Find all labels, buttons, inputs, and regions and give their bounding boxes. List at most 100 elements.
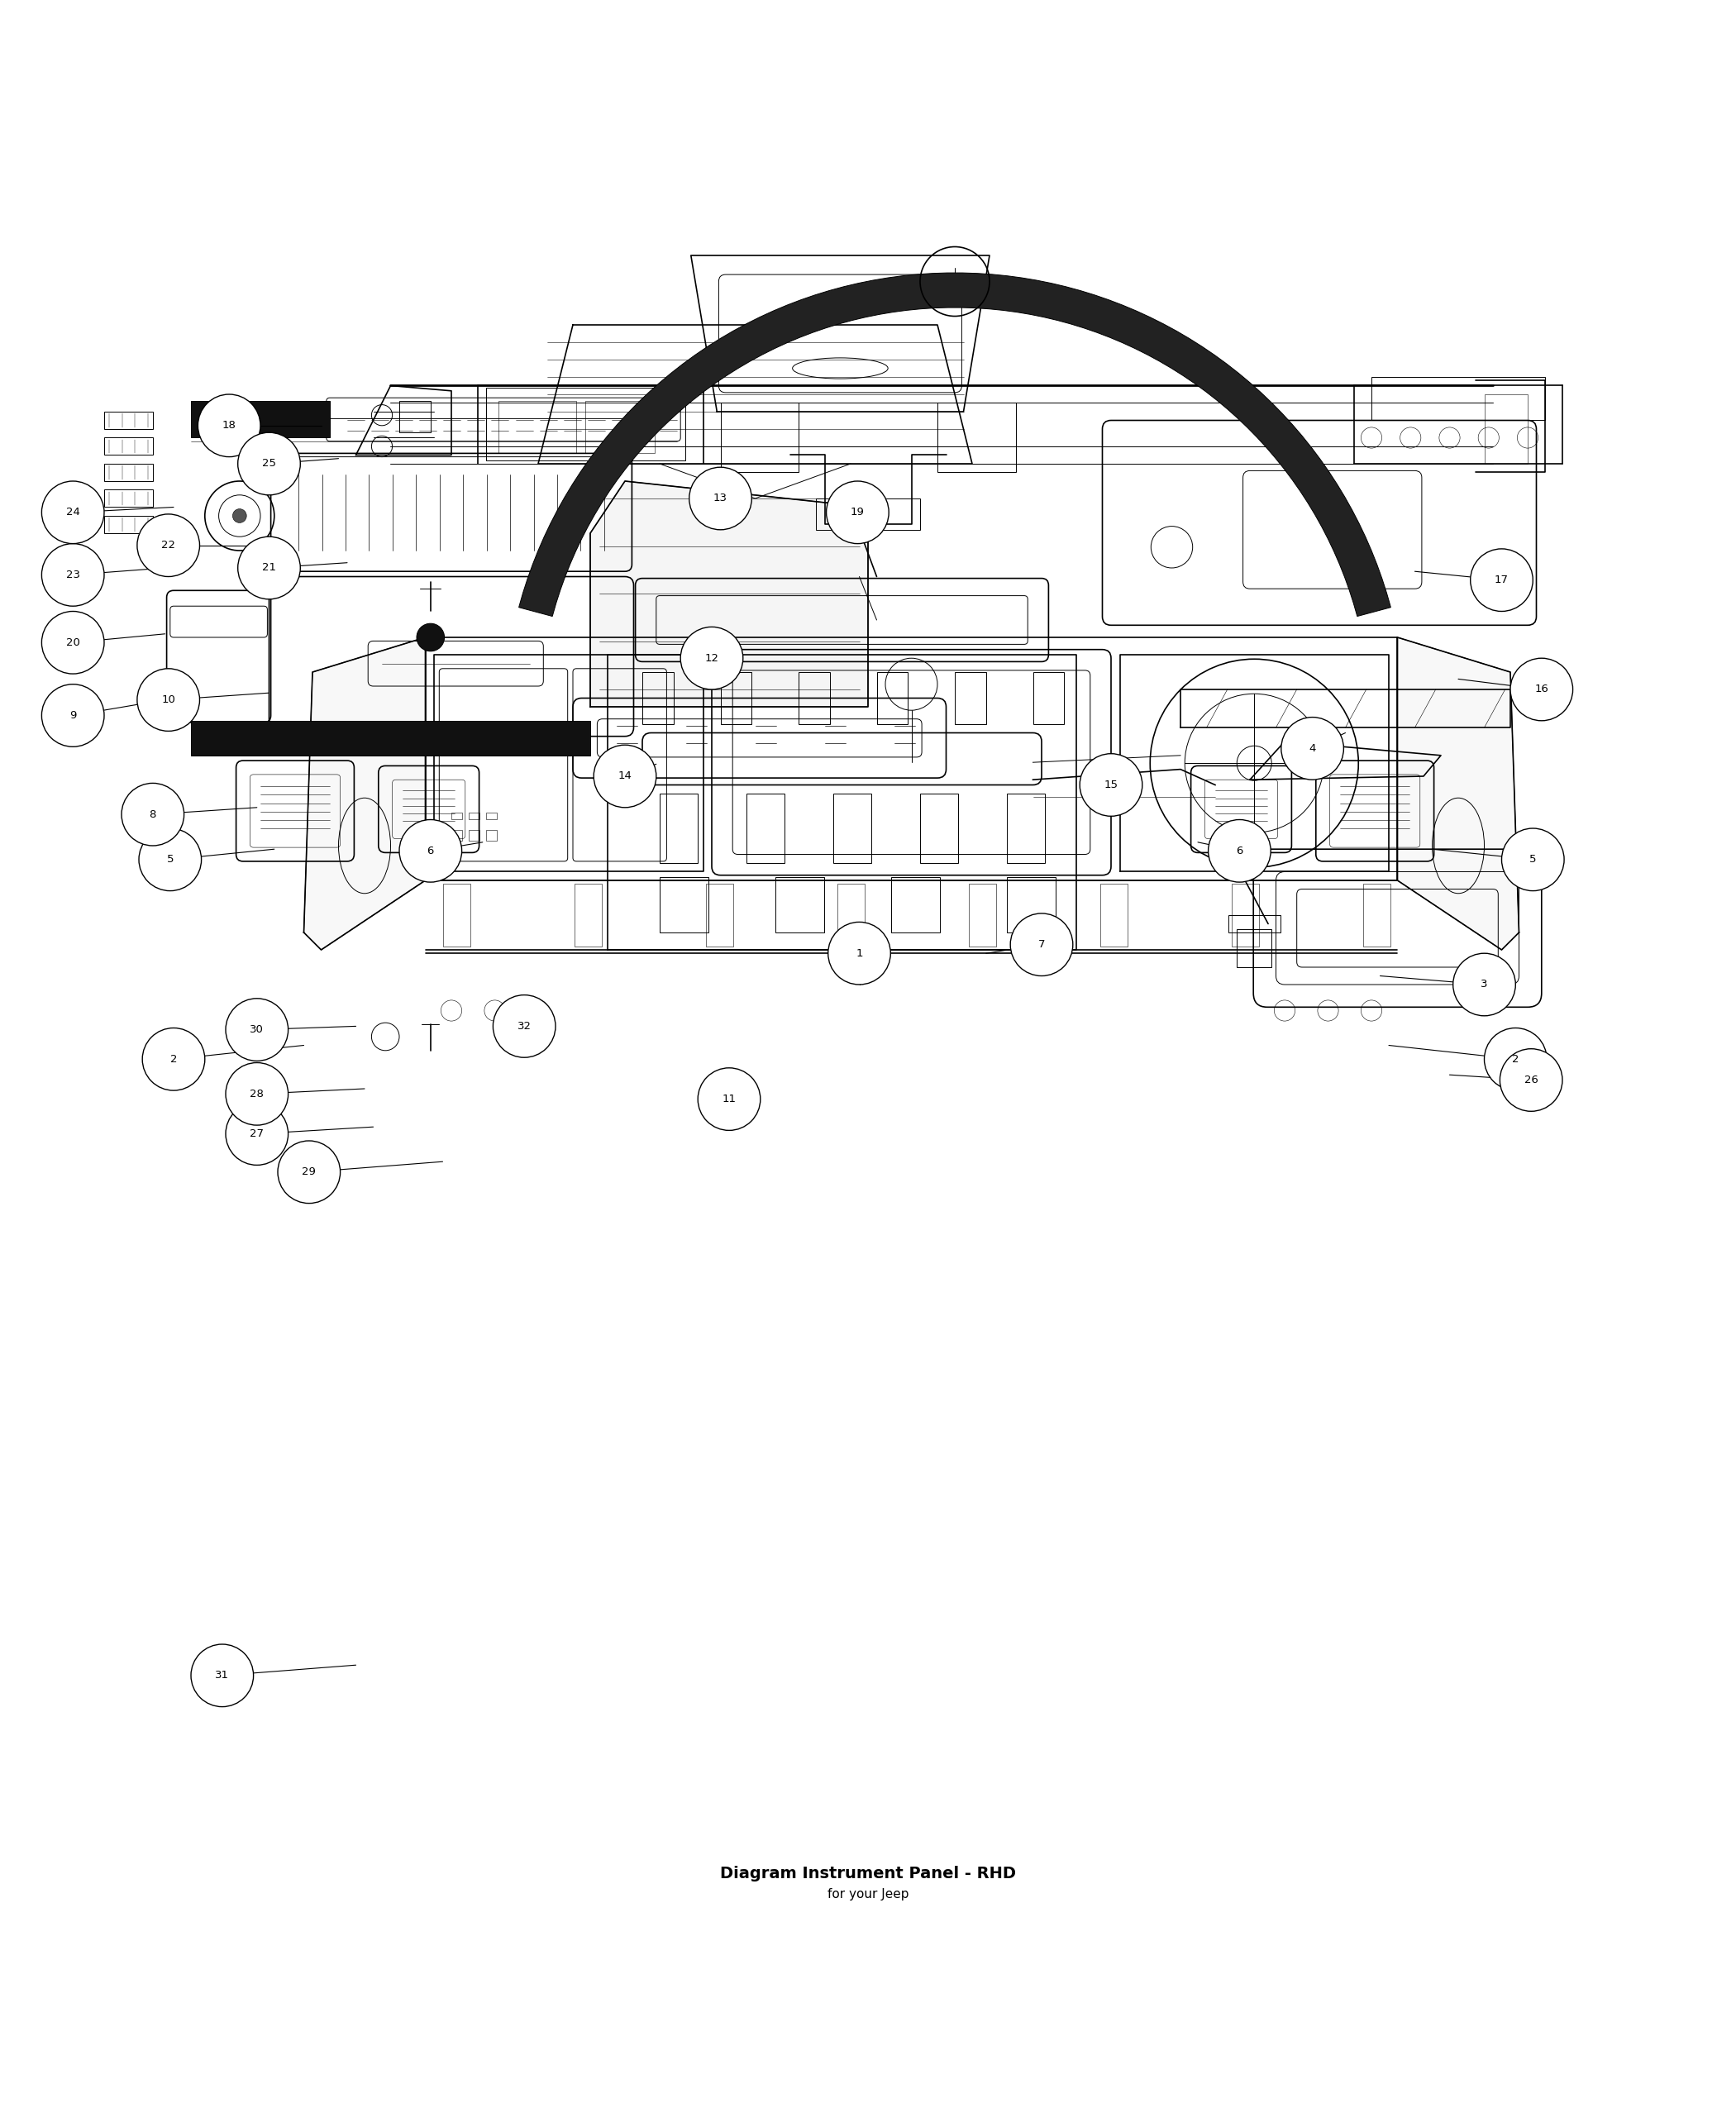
Text: for your Jeep: for your Jeep	[828, 1889, 908, 1901]
Bar	[469, 814, 479, 820]
Text: 29: 29	[302, 1166, 316, 1178]
Circle shape	[42, 544, 104, 607]
Text: 20: 20	[66, 637, 80, 647]
Circle shape	[1080, 755, 1142, 816]
Bar	[660, 793, 698, 862]
Bar	[585, 401, 654, 453]
Circle shape	[826, 481, 889, 544]
Text: 27: 27	[250, 1128, 264, 1138]
Text: 11: 11	[722, 1094, 736, 1105]
Polygon shape	[1397, 637, 1519, 951]
Text: 15: 15	[1104, 780, 1118, 790]
Circle shape	[1502, 828, 1564, 892]
Polygon shape	[590, 481, 868, 706]
Text: 2: 2	[1512, 1054, 1519, 1065]
Bar	[104, 438, 153, 455]
Bar	[486, 831, 496, 841]
Circle shape	[1470, 548, 1533, 611]
Text: 2: 2	[170, 1054, 177, 1065]
Bar	[1007, 793, 1045, 862]
Bar	[833, 793, 871, 862]
Text: 3: 3	[1481, 980, 1488, 991]
Bar	[1363, 883, 1391, 946]
Bar	[776, 877, 825, 932]
Text: 9: 9	[69, 710, 76, 721]
Bar	[937, 403, 1016, 472]
Bar	[104, 411, 153, 430]
Circle shape	[142, 1029, 205, 1090]
Text: 7: 7	[1038, 940, 1045, 951]
Circle shape	[278, 1140, 340, 1204]
Bar	[720, 403, 799, 472]
Bar	[1236, 930, 1271, 968]
Text: 21: 21	[262, 563, 276, 573]
Circle shape	[1208, 820, 1271, 881]
Circle shape	[1510, 658, 1573, 721]
Text: 12: 12	[705, 653, 719, 664]
Bar	[469, 831, 479, 841]
Circle shape	[122, 784, 184, 845]
Polygon shape	[191, 721, 590, 755]
Circle shape	[399, 820, 462, 881]
Bar	[104, 516, 153, 533]
Text: 5: 5	[167, 854, 174, 864]
Text: 18: 18	[222, 419, 236, 430]
Circle shape	[137, 668, 200, 731]
Bar	[877, 672, 908, 725]
Bar	[720, 672, 752, 725]
Text: 28: 28	[250, 1088, 264, 1098]
Text: 32: 32	[517, 1020, 531, 1031]
Polygon shape	[304, 637, 425, 951]
Bar	[486, 814, 496, 820]
Circle shape	[238, 538, 300, 599]
Bar	[451, 814, 462, 820]
Bar	[955, 672, 986, 725]
Circle shape	[226, 1102, 288, 1166]
Circle shape	[594, 744, 656, 807]
Bar	[705, 883, 733, 946]
Text: 31: 31	[215, 1670, 229, 1680]
Text: 26: 26	[1524, 1075, 1538, 1086]
Circle shape	[1010, 913, 1073, 976]
Bar	[799, 672, 830, 725]
Text: 17: 17	[1495, 575, 1509, 586]
Circle shape	[42, 611, 104, 675]
Circle shape	[493, 995, 556, 1058]
Bar	[837, 883, 865, 946]
Text: 25: 25	[262, 457, 276, 470]
Bar	[1484, 394, 1528, 464]
Circle shape	[828, 921, 891, 984]
Text: 22: 22	[161, 540, 175, 550]
Circle shape	[42, 685, 104, 746]
Text: 13: 13	[713, 493, 727, 504]
Text: 10: 10	[161, 694, 175, 706]
Circle shape	[139, 828, 201, 892]
Circle shape	[698, 1069, 760, 1130]
Text: 30: 30	[250, 1024, 264, 1035]
Text: 19: 19	[851, 508, 865, 519]
Circle shape	[1484, 1029, 1547, 1090]
Circle shape	[137, 514, 200, 578]
Text: 4: 4	[1309, 744, 1316, 755]
Text: 14: 14	[618, 772, 632, 782]
Bar	[1101, 883, 1128, 946]
Circle shape	[226, 1062, 288, 1126]
Bar	[920, 793, 958, 862]
Bar	[891, 877, 939, 932]
Bar	[642, 672, 674, 725]
Circle shape	[1281, 717, 1344, 780]
Circle shape	[681, 626, 743, 689]
Bar	[1229, 915, 1281, 932]
Bar	[746, 793, 785, 862]
Bar	[443, 883, 470, 946]
Text: 6: 6	[1236, 845, 1243, 856]
Text: 5: 5	[1529, 854, 1536, 864]
Polygon shape	[519, 272, 1391, 616]
Circle shape	[689, 468, 752, 529]
Bar	[498, 401, 576, 453]
Bar	[969, 883, 996, 946]
Polygon shape	[191, 401, 330, 438]
Circle shape	[1500, 1050, 1562, 1111]
Text: 1: 1	[856, 949, 863, 959]
Bar	[816, 497, 920, 529]
